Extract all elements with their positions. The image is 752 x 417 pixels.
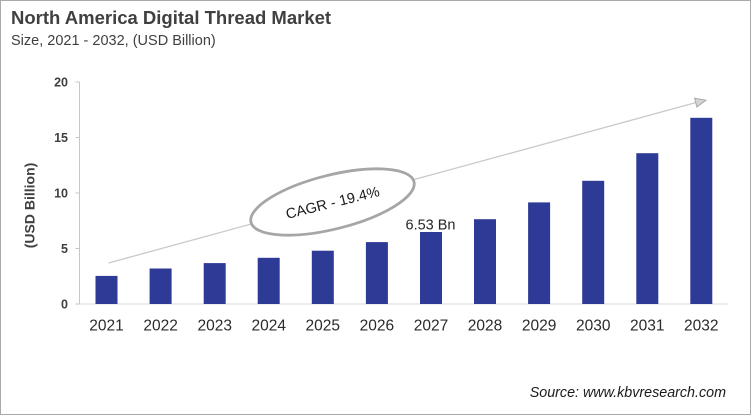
svg-text:(USD Billion): (USD Billion) [22, 163, 38, 249]
svg-text:6.53 Bn: 6.53 Bn [406, 218, 456, 234]
svg-text:2027: 2027 [414, 318, 448, 335]
svg-text:15: 15 [54, 131, 68, 145]
svg-text:North America Digital Thread M: North America Digital Thread Market [11, 7, 331, 28]
svg-text:2029: 2029 [522, 318, 556, 335]
svg-text:2031: 2031 [630, 318, 664, 335]
svg-text:Source: www.kbvresearch.com: Source: www.kbvresearch.com [530, 385, 726, 401]
svg-text:2025: 2025 [306, 318, 340, 335]
svg-text:2026: 2026 [360, 318, 394, 335]
svg-text:2024: 2024 [251, 318, 286, 335]
svg-text:2030: 2030 [576, 318, 611, 335]
svg-text:20: 20 [54, 76, 68, 90]
svg-text:2021: 2021 [89, 318, 123, 335]
svg-text:2032: 2032 [684, 318, 718, 335]
svg-text:5: 5 [61, 242, 68, 256]
svg-text:Size, 2021 - 2032, (USD Billio: Size, 2021 - 2032, (USD Billion) [11, 33, 216, 49]
svg-text:0: 0 [61, 298, 68, 312]
svg-text:2022: 2022 [143, 318, 177, 335]
svg-text:10: 10 [54, 187, 68, 201]
svg-text:2023: 2023 [197, 318, 231, 335]
svg-text:2028: 2028 [468, 318, 502, 335]
